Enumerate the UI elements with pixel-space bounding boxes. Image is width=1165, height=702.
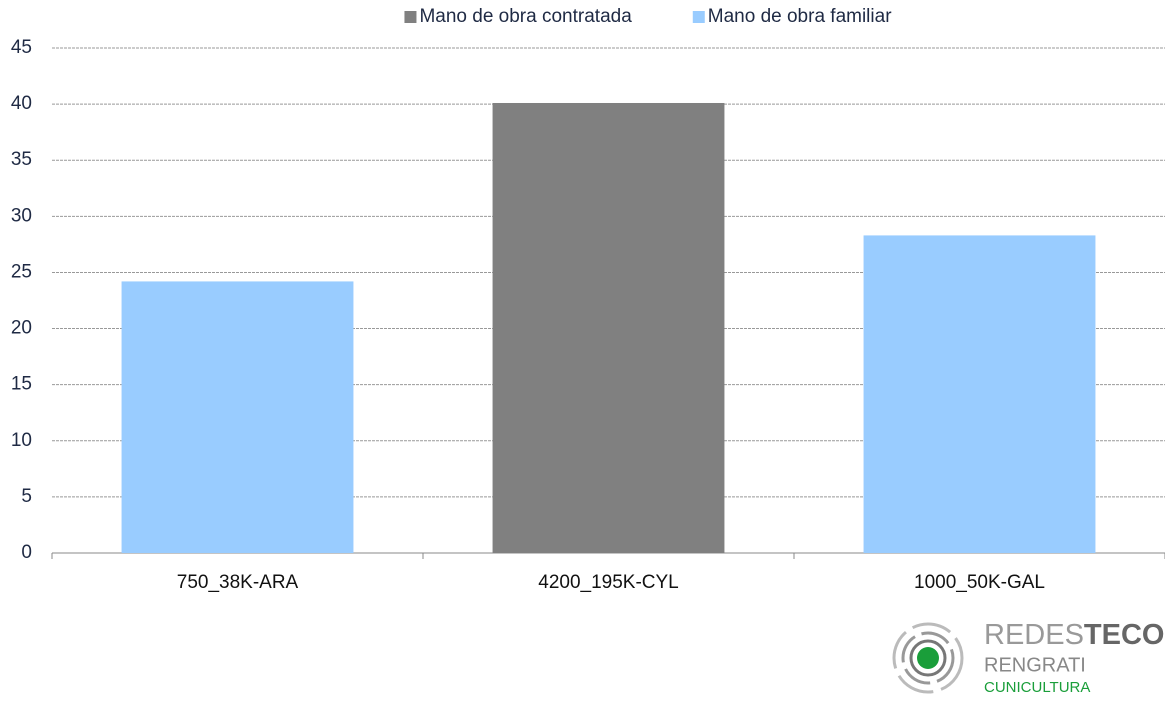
y-tick-label: 30 [11, 205, 32, 226]
x-tick-label: 750_38K-ARA [177, 572, 299, 593]
y-tick-label: 10 [11, 430, 32, 451]
legend-label: Mano de obra contratada [419, 6, 632, 27]
y-tick-label: 35 [11, 149, 32, 170]
logo: REDESTECO RENGRATI CUNICULTURA [892, 619, 1164, 696]
logo-part: REDES [984, 619, 1084, 651]
y-tick-label: 20 [11, 318, 32, 339]
y-tick-label: 5 [21, 486, 32, 507]
y-tick-label: 40 [11, 93, 32, 114]
logo-ring [892, 622, 964, 694]
logo-title: REDESTECO [984, 619, 1164, 651]
x-tick-label: 4200_195K-CYL [538, 572, 679, 593]
logo-ring [901, 631, 955, 685]
bar [121, 281, 354, 553]
bar [492, 102, 725, 553]
logo-line: RENGRATI [984, 654, 1086, 676]
legend-swatch [404, 11, 417, 23]
logo-ring [909, 639, 947, 677]
logo-part: TECO [1084, 619, 1165, 651]
y-tick-label: 0 [21, 542, 32, 563]
bar [863, 235, 1096, 553]
y-tick-label: 25 [11, 261, 32, 282]
y-tick-label: 15 [11, 374, 32, 395]
logo-line: CUNICULTURA [984, 679, 1090, 696]
x-tick-label: 1000_50K-GAL [914, 572, 1045, 593]
legend-swatch [692, 11, 705, 23]
legend-label: Mano de obra familiar [708, 6, 892, 27]
logo-dot [917, 647, 939, 669]
y-tick-label: 45 [11, 37, 32, 58]
